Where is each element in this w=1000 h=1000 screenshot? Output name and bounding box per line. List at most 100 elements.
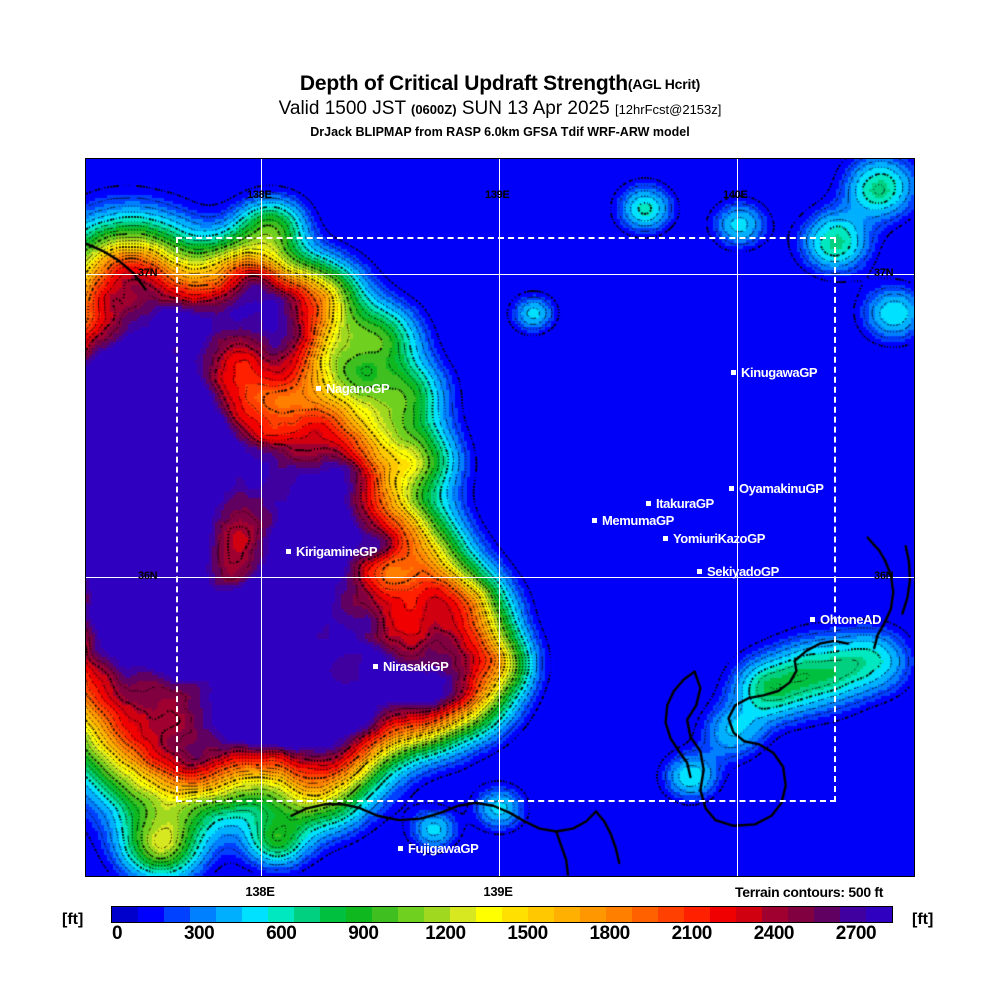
station-label: OhtoneAD [820, 612, 882, 627]
station-label: YomiuriKazoGP [673, 531, 766, 546]
parallel-label-left-37N: 37N [138, 267, 158, 279]
station-marker-fujigawagp[interactable]: FujigawaGP [398, 841, 479, 856]
title-block: Depth of Critical Updraft Strength(AGL H… [0, 72, 1000, 140]
colorbar-tick-2700: 2700 [835, 923, 877, 944]
colorbar-swatch-18 [580, 907, 606, 922]
station-marker-kinugawagp[interactable]: KinugawaGP [731, 365, 818, 380]
colorbar-swatch-10 [372, 907, 398, 922]
station-marker-itakuragp[interactable]: ItakuraGP [646, 496, 714, 511]
colorbar-swatch-5 [242, 907, 268, 922]
map-frame[interactable]: 138E 139E 140E 37N 37N 36N 36N NaganoGP Kinugaw… [85, 158, 915, 877]
station-label: NaganoGP [326, 381, 390, 396]
station-dot-icon [373, 664, 378, 669]
colorbar-swatch-3 [190, 907, 216, 922]
station-label: OyamakinuGP [739, 481, 824, 496]
colorbar-tick-1800: 1800 [589, 923, 630, 944]
colorbar-swatch-9 [346, 907, 372, 922]
meridian-label-top-138E: 138E [247, 189, 272, 201]
colorbar-swatch-25 [762, 907, 788, 922]
colorbar-swatch-2 [164, 907, 190, 922]
colorbar-swatch-14 [476, 907, 502, 922]
station-label: FujigawaGP [408, 841, 479, 856]
station-marker-kirigaminegp[interactable]: KirigamineGP [286, 544, 378, 559]
title-valid-utc: (0600Z) [411, 102, 457, 117]
colorbar-swatch-28 [840, 907, 866, 922]
colorbar-swatch-7 [294, 907, 320, 922]
map-field-canvas [86, 159, 914, 876]
station-marker-yomiurikazogp[interactable]: YomiuriKazoGP [663, 531, 765, 546]
parallel-label-right-36N: 36N [874, 570, 894, 582]
colorbar-swatch-15 [502, 907, 528, 922]
title-forecast-tag: [12hrFcst@2153z] [614, 102, 722, 117]
parallel-label-left-36N: 36N [138, 570, 158, 582]
terrain-contour-note: Terrain contours: 500 ft [735, 884, 884, 900]
title-valid-date: SUN 13 Apr 2025 [461, 98, 610, 119]
colorbar-swatch-0 [112, 907, 138, 922]
station-marker-ohtonead[interactable]: OhtoneAD [810, 612, 881, 627]
axis-label-bottom-138E: 138E [245, 884, 275, 899]
colorbar-unit-right: [ft] [912, 911, 934, 928]
page-title: Depth of Critical Updraft Strength(AGL H… [0, 72, 1000, 96]
colorbar-swatches[interactable] [111, 906, 893, 923]
colorbar-swatch-4 [216, 907, 242, 922]
parallel-label-right-37N: 37N [874, 267, 894, 279]
station-dot-icon [286, 549, 291, 554]
colorbar-swatch-23 [710, 907, 736, 922]
station-marker-memumagp[interactable]: MemumaGP [592, 513, 674, 528]
title-model-line: DrJack BLIPMAP from RASP 6.0km GFSA Tdif… [310, 125, 690, 139]
station-marker-oyamakinugp[interactable]: OyamakinuGP [729, 481, 824, 496]
colorbar-swatch-29 [866, 907, 892, 922]
colorbar-tick-labels: 0 300 600 900 1200 1500 1800 2100 2400 2700 [111, 923, 891, 947]
station-marker-naganogp[interactable]: NaganoGP [316, 381, 390, 396]
colorbar-swatch-17 [554, 907, 580, 922]
station-dot-icon [731, 370, 736, 375]
colorbar-swatch-26 [788, 907, 814, 922]
colorbar-swatch-21 [658, 907, 684, 922]
title-main-text: Depth of Critical Updraft Strength [299, 72, 628, 95]
colorbar-tick-600: 600 [266, 923, 297, 944]
station-dot-icon [592, 518, 597, 523]
title-valid-line: Valid 1500 JST (0600Z) SUN 13 Apr 2025 [… [0, 97, 1000, 121]
colorbar-unit-left: [ft] [62, 911, 84, 928]
station-label: MemumaGP [602, 513, 674, 528]
station-dot-icon [398, 846, 403, 851]
colorbar-swatch-20 [632, 907, 658, 922]
station-label: KinugawaGP [741, 365, 818, 380]
title-main-suffix: (AGL Hcrit) [627, 76, 701, 92]
colorbar-swatch-22 [684, 907, 710, 922]
axis-label-bottom-139E: 139E [483, 884, 513, 899]
station-dot-icon [729, 486, 734, 491]
station-marker-sekiyadogp[interactable]: SekiyadoGP [697, 564, 779, 579]
title-valid-prefix: Valid 1500 JST [278, 98, 406, 119]
colorbar-swatch-1 [138, 907, 164, 922]
station-label: ItakuraGP [656, 496, 714, 511]
colorbar-swatch-27 [814, 907, 840, 922]
station-dot-icon [646, 501, 651, 506]
station-label: KirigamineGP [296, 544, 378, 559]
colorbar-swatch-6 [268, 907, 294, 922]
station-label: NirasakiGP [383, 659, 449, 674]
colorbar-swatch-16 [528, 907, 554, 922]
colorbar-tick-0: 0 [111, 923, 123, 944]
meridian-label-top-140E: 140E [723, 189, 748, 201]
colorbar-swatch-8 [320, 907, 346, 922]
station-label: SekiyadoGP [707, 564, 779, 579]
meridian-label-top-139E: 139E [485, 189, 510, 201]
colorbar-legend: [ft] 0 300 600 900 1200 1500 1800 2100 2400 2700 … [0, 903, 1000, 953]
station-dot-icon [663, 536, 668, 541]
colorbar-tick-300: 300 [183, 923, 215, 944]
station-dot-icon [316, 386, 321, 391]
station-dot-icon [697, 569, 702, 574]
colorbar-tick-2100: 2100 [671, 923, 713, 944]
colorbar-swatch-24 [736, 907, 762, 922]
station-marker-nirasakigp[interactable]: NirasakiGP [373, 659, 449, 674]
colorbar-tick-1500: 1500 [507, 923, 548, 944]
colorbar-swatch-12 [424, 907, 450, 922]
colorbar-swatch-19 [606, 907, 632, 922]
colorbar-swatch-11 [398, 907, 424, 922]
station-dot-icon [810, 617, 815, 622]
colorbar-swatch-13 [450, 907, 476, 922]
colorbar-tick-2400: 2400 [753, 923, 795, 944]
colorbar-tick-900: 900 [348, 923, 379, 944]
colorbar-tick-1200: 1200 [425, 923, 466, 944]
